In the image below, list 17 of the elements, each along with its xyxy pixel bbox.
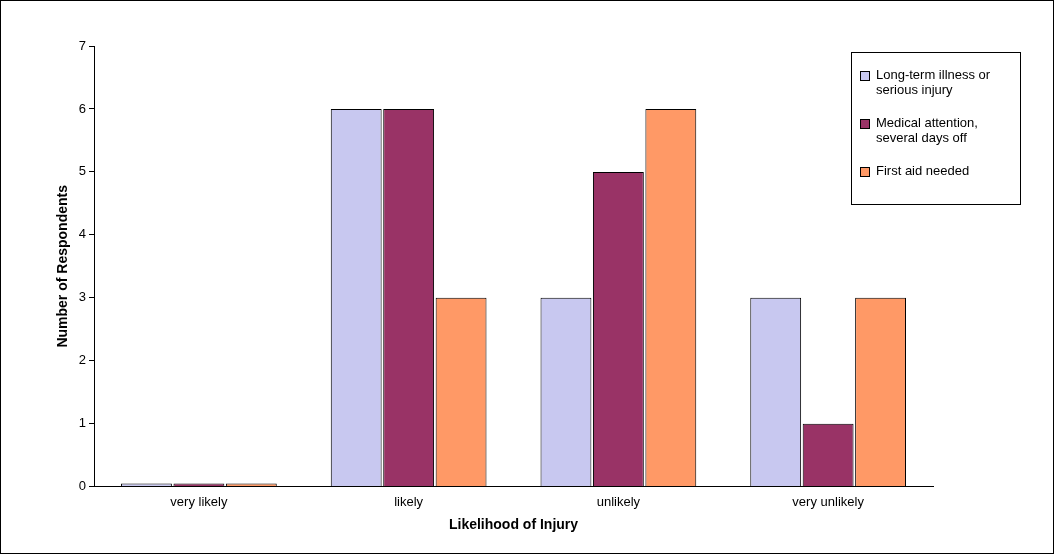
- y-tick-label: 2: [78, 352, 87, 368]
- y-tick-label: 6: [78, 100, 87, 116]
- y-tick-label: 0: [78, 478, 87, 494]
- x-axis-title: Likelihood of Injury: [448, 516, 579, 533]
- x-tick-label: unlikely: [596, 493, 641, 509]
- legend-label: First aid needed: [876, 163, 970, 178]
- x-tick-label: likely: [394, 493, 424, 509]
- legend-label: Medical attention, several days off: [876, 115, 979, 145]
- y-tick-label: 5: [78, 163, 87, 179]
- x-tick-label: very unlikely: [792, 493, 865, 509]
- legend-label: Long-term illness or serious injury: [876, 67, 992, 97]
- y-tick-label: 3: [78, 289, 87, 305]
- y-tick-label: 1: [78, 415, 87, 431]
- y-tick-label: 4: [78, 226, 87, 242]
- y-tick-label: 7: [78, 37, 87, 53]
- x-tick-label: very likely: [170, 493, 228, 509]
- y-axis-title: Number of Respondents: [54, 184, 71, 348]
